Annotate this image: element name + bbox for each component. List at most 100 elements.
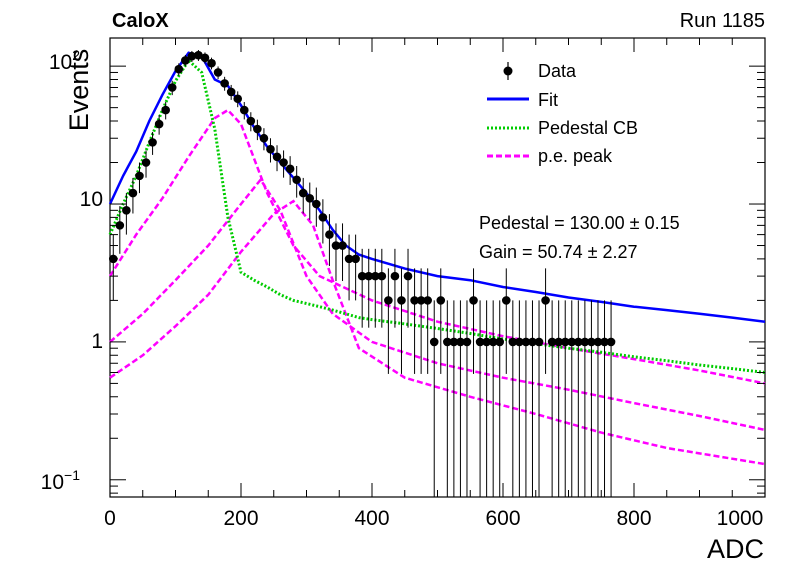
data-point	[384, 296, 393, 305]
y-tick-label: 10	[80, 188, 103, 211]
data-point	[508, 337, 518, 347]
data-point	[397, 296, 406, 305]
axis-ticks	[109, 38, 766, 497]
data-point	[161, 105, 170, 115]
data-point	[593, 337, 603, 347]
data-point	[128, 188, 138, 198]
data-point	[200, 53, 210, 63]
legend-marker-data	[503, 66, 513, 76]
legend-entry-pedestal: Pedestal CB	[487, 118, 638, 138]
data-point	[115, 221, 125, 230]
data-point	[462, 337, 472, 347]
data-point	[181, 56, 190, 65]
legend-label: Pedestal CB	[538, 118, 638, 138]
data-point	[187, 51, 197, 61]
data-point	[370, 271, 380, 281]
data-point	[364, 271, 374, 281]
data-point	[436, 296, 446, 305]
data-point	[410, 296, 419, 305]
data-point	[305, 194, 315, 203]
data-point	[148, 138, 157, 147]
data-point	[606, 337, 616, 347]
y-tick-labels: 102 10 1 10−1	[41, 47, 103, 494]
fit-result-pedestal: Pedestal = 130.00 ± 0.15	[479, 213, 680, 233]
data-point	[390, 271, 400, 281]
y-axis-title: Events	[64, 49, 94, 132]
data-point	[213, 68, 223, 77]
legend: Data Fit Pedestal CB p.e. peak	[487, 61, 638, 166]
data-point	[220, 79, 229, 88]
data-point	[469, 296, 478, 305]
data-point	[344, 254, 354, 264]
y-tick-label: 102	[49, 47, 80, 74]
data-point	[515, 337, 524, 347]
data-point	[253, 124, 262, 134]
x-tick-label: 0	[104, 507, 116, 530]
data-point	[449, 337, 459, 347]
x-tick-label: 200	[223, 507, 258, 530]
data-point	[285, 164, 295, 174]
pe-peak-curve	[109, 199, 766, 466]
data-point	[501, 296, 511, 305]
fit-results: Pedestal = 130.00 ± 0.15 Gain = 50.74 ± …	[479, 213, 680, 262]
data-point	[403, 271, 413, 281]
data-point	[423, 296, 432, 305]
data-point	[528, 337, 537, 347]
legend-entry-data: Data	[503, 61, 577, 81]
data-point	[259, 133, 269, 143]
x-tick-label: 600	[485, 507, 520, 530]
data-point	[377, 271, 387, 281]
pe-peak-curve	[109, 177, 766, 432]
data-point	[567, 337, 577, 347]
data-point	[279, 158, 288, 167]
data-point	[534, 337, 544, 347]
legend-label: Data	[538, 61, 577, 81]
data-point	[226, 87, 236, 97]
data-point	[587, 337, 596, 347]
data-point	[429, 337, 439, 347]
fit-result-gain: Gain = 50.74 ± 2.27	[479, 242, 638, 262]
data-point	[541, 296, 550, 305]
data-point	[312, 199, 321, 209]
y-tick-label: 1	[91, 330, 103, 353]
data-point	[488, 337, 498, 347]
data-point	[154, 119, 164, 129]
data-point	[357, 271, 367, 281]
pe-peak-curve	[108, 108, 766, 385]
data-point	[292, 175, 301, 185]
y-tick-label: 10−1	[41, 467, 81, 494]
x-tick-label: 800	[616, 507, 651, 530]
data-point	[325, 230, 334, 239]
data-point	[600, 337, 609, 347]
data-point	[318, 213, 328, 222]
data-point	[141, 158, 151, 167]
fit-curves	[108, 51, 766, 466]
data-point	[574, 337, 583, 347]
data-point	[456, 337, 465, 347]
x-axis-title: ADC	[707, 534, 764, 564]
data-point	[239, 105, 249, 115]
legend-label: Fit	[538, 90, 558, 110]
fit-curve	[108, 51, 766, 323]
data-point	[194, 50, 203, 60]
data-point	[338, 241, 347, 250]
x-tick-labels: 0 200 400 600 800 1000	[104, 507, 763, 530]
legend-entry-fit: Fit	[487, 90, 558, 110]
data-point	[331, 241, 341, 250]
data-point	[482, 337, 491, 347]
data-point	[207, 58, 216, 68]
x-tick-label: 1000	[717, 507, 764, 530]
x-tick-label: 400	[354, 507, 389, 530]
data-point	[521, 337, 531, 347]
run-label: Run 1185	[680, 10, 765, 32]
data-point	[443, 337, 452, 347]
data-point	[272, 152, 282, 162]
data-point	[554, 337, 563, 347]
data-point	[416, 296, 426, 305]
data-point	[547, 337, 557, 347]
data-points	[108, 49, 616, 497]
data-point	[174, 64, 184, 74]
chart-title: CaloX	[112, 10, 169, 32]
data-point	[122, 206, 131, 215]
